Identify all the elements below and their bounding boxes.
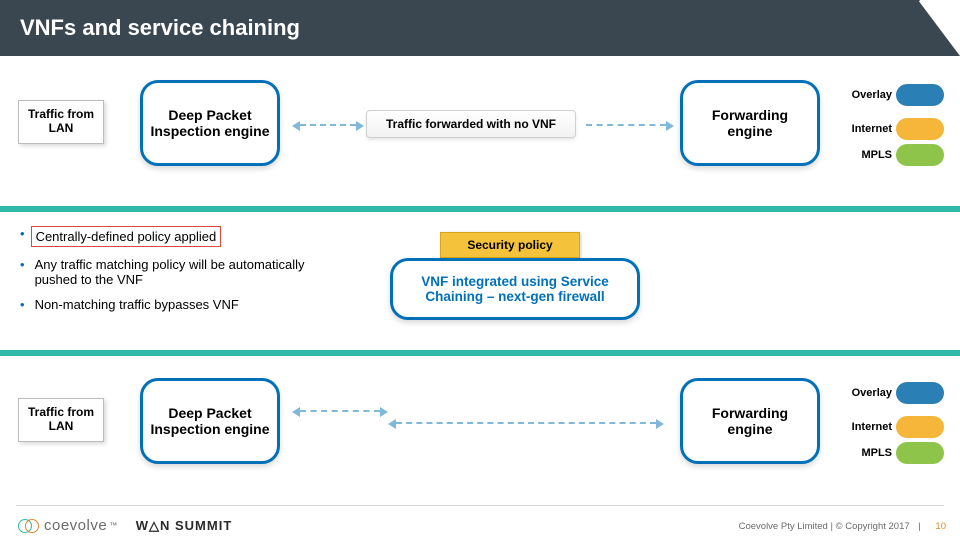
forwarding-engine-bottom: Forwarding engine — [680, 378, 820, 464]
vnf-integrated-box: VNF integrated using Service Chaining – … — [390, 258, 640, 320]
overlay-pill-bottom: Overlay — [896, 382, 944, 404]
dpi-engine-top: Deep Packet Inspection engine — [140, 80, 280, 166]
divider-band-1 — [0, 206, 960, 212]
header-bar: VNFs and service chaining — [0, 0, 960, 56]
arrow-bypass-bottom — [396, 422, 656, 424]
page-title: VNFs and service chaining — [20, 15, 300, 41]
arrow-dpi-to-vnf-bottom — [300, 410, 380, 412]
coevolve-rings-icon — [18, 519, 40, 533]
bullet-2: • Any traffic matching policy will be au… — [20, 257, 350, 287]
internet-pill-bottom: Internet — [896, 416, 944, 438]
bullet-1: • Centrally-defined policy applied — [20, 226, 350, 247]
bullet-3: • Non-matching traffic bypasses VNF — [20, 297, 350, 312]
traffic-from-lan-top: Traffic from LAN — [18, 100, 104, 144]
internet-pill-top: Internet — [896, 118, 944, 140]
logo-row: coevolve ™ W△N SUMMIT — [18, 517, 232, 534]
mpls-pill-top: MPLS — [896, 144, 944, 166]
arrow-label-to-fwe — [586, 124, 666, 126]
mpls-pill-bottom: MPLS — [896, 442, 944, 464]
overlay-pill-top: Overlay — [896, 84, 944, 106]
arrow-dpi-to-label — [300, 124, 356, 126]
divider-band-2 — [0, 350, 960, 356]
dpi-engine-bottom: Deep Packet Inspection engine — [140, 378, 280, 464]
traffic-from-lan-bottom: Traffic from LAN — [18, 398, 104, 442]
security-policy-label: Security policy — [440, 232, 580, 258]
traffic-forwarded-no-vnf: Traffic forwarded with no VNF — [366, 110, 576, 138]
forwarding-engine-top: Forwarding engine — [680, 80, 820, 166]
bullet-list: • Centrally-defined policy applied • Any… — [20, 226, 350, 322]
footer-rule — [16, 505, 944, 506]
wan-summit-logo: W△N SUMMIT — [136, 518, 233, 534]
coevolve-logo: coevolve ™ — [18, 517, 118, 534]
footer: Coevolve Pty Limited | © Copyright 2017 … — [739, 521, 946, 532]
